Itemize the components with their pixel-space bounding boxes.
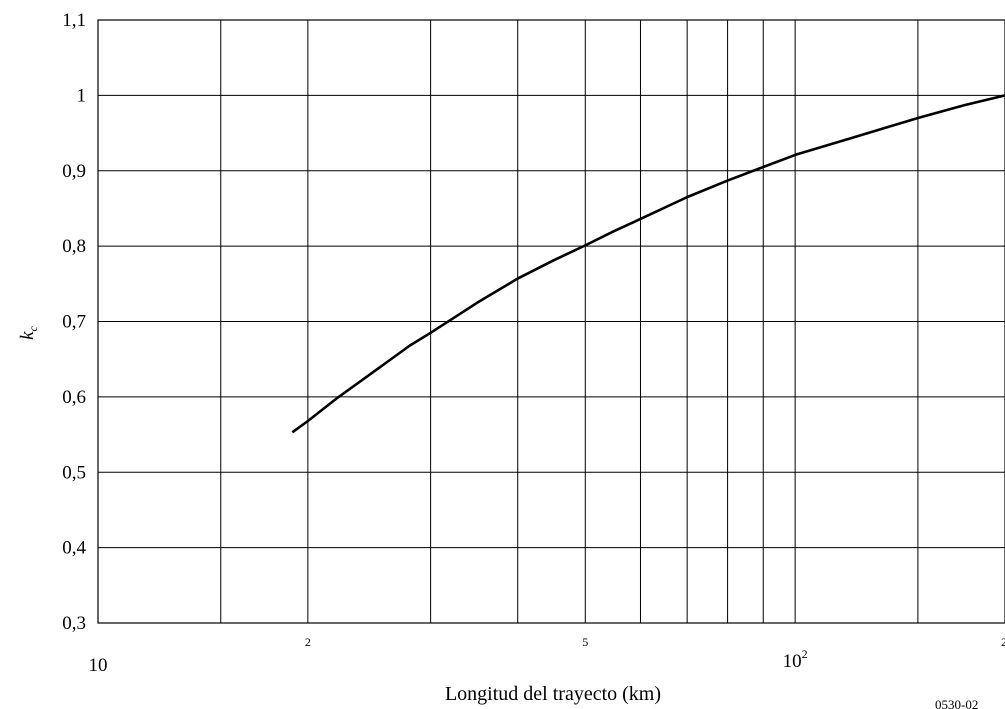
- series-layer: [291, 94, 1005, 434]
- y-tick-label: 0,3: [62, 613, 86, 634]
- y-tick-label: 1,1: [62, 10, 86, 31]
- y-tick-label: 0,4: [62, 538, 86, 559]
- x-tick-label: 2: [1001, 635, 1005, 649]
- y-tick-label: 1: [77, 85, 87, 106]
- x-tick-label: 102: [783, 647, 808, 672]
- y-tick-label: 0,5: [62, 462, 86, 483]
- figure-id-label: 0530-02: [935, 697, 978, 709]
- y-tick-label: 0,8: [62, 236, 86, 257]
- series-line: [291, 94, 1005, 434]
- y-axis-title-subscript: c: [26, 325, 40, 331]
- x-axis-title: Longitud del trayecto (km): [445, 683, 661, 705]
- y-axis-title: kc: [17, 325, 40, 339]
- svg-text:kc: kc: [17, 325, 40, 339]
- x-tick-label: 10: [89, 655, 108, 676]
- y-tick-labels: 0,3 0,4 0,5 0,6 0,7 0,8 0,9 1 1,1: [62, 10, 86, 634]
- x-tick-label: 5: [582, 635, 588, 649]
- y-tick-label: 0,6: [62, 387, 86, 408]
- plot-area-frame: [97, 19, 1005, 624]
- y-tick-label: 0,9: [62, 161, 86, 182]
- x-tick-label: 2: [305, 635, 311, 649]
- y-axis-title-main: k: [17, 331, 38, 340]
- y-tick-label: 0,7: [62, 312, 86, 333]
- horizontal-gridlines: [98, 94, 1005, 549]
